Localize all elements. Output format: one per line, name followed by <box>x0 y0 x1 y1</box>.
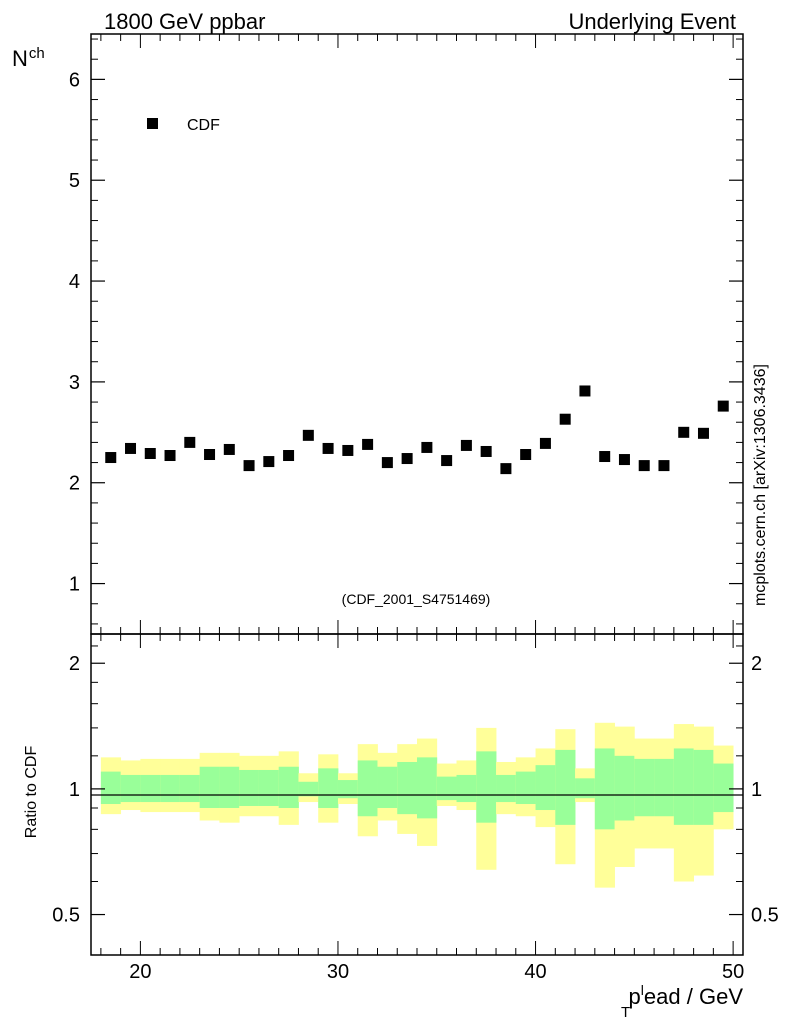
main-y-axis: 1 2 3 4 5 6 <box>69 38 743 625</box>
inner-band-bin <box>120 774 141 803</box>
inner-band-bin <box>535 765 556 811</box>
inner-band-bin <box>397 761 418 815</box>
data-point <box>559 413 571 425</box>
ratio-y-tick-label-right: 0.5 <box>751 905 779 927</box>
inner-band-bin <box>258 769 280 806</box>
inner-band-bin <box>555 749 576 825</box>
data-point <box>697 427 709 439</box>
inner-band-bin <box>100 771 122 805</box>
data-point <box>539 437 551 449</box>
data-point <box>480 445 492 457</box>
data-point <box>500 463 512 475</box>
data-point <box>125 442 137 454</box>
inner-band-bin <box>318 768 339 808</box>
data-point <box>717 400 729 412</box>
data-point <box>421 441 433 453</box>
inner-band-bin <box>456 774 477 803</box>
data-point <box>283 450 295 462</box>
data-point <box>460 439 472 451</box>
inner-band-bin <box>298 781 319 797</box>
data-point <box>184 436 196 448</box>
x-tick-label: 50 <box>722 961 744 983</box>
cdf-series <box>105 385 729 475</box>
data-point <box>618 454 630 466</box>
inner-band-bin <box>337 780 359 799</box>
data-point <box>223 443 235 455</box>
y-tick-label: 6 <box>69 69 80 91</box>
inner-band-bin <box>594 748 615 830</box>
inner-band-bin <box>673 748 695 825</box>
right-title: Underlying Event <box>568 9 736 34</box>
data-point <box>144 447 156 459</box>
inner-band-bin <box>713 763 734 813</box>
data-point <box>164 450 176 462</box>
ratio-y-axis: 0.5 0.5 1 1 2 2 <box>52 645 779 927</box>
data-point <box>263 456 275 468</box>
inner-band-bin <box>278 766 299 808</box>
y-tick-label: 4 <box>69 271 80 293</box>
inner-band-bin <box>634 758 655 817</box>
ratio-y-tick-label-right: 2 <box>751 653 762 675</box>
inner-band-bin <box>476 751 497 823</box>
x-tick-label: 20 <box>129 961 151 983</box>
data-point <box>381 457 393 469</box>
y-axis-label: Nch <box>12 45 45 71</box>
ratio-y-tick-label: 2 <box>69 653 80 675</box>
data-point <box>401 453 413 465</box>
data-point <box>658 460 670 472</box>
data-point <box>599 451 611 463</box>
inner-band-bin <box>417 757 438 819</box>
inner-band-bin <box>219 766 240 808</box>
x-axis-label-subscript: T <box>621 1004 630 1021</box>
inner-band-bin <box>654 758 675 817</box>
ratio-panel: 0.5 0.5 1 1 2 2 20 30 40 50 Ratio to CDF plead /… <box>23 633 779 1021</box>
inner-band-bin <box>515 771 536 805</box>
ratio-y-tick-label: 1 <box>69 779 80 801</box>
data-point <box>302 429 314 441</box>
data-point <box>520 449 532 461</box>
watermark: mcplots.cern.ch [arXiv:1306.3436] <box>752 364 769 606</box>
y-tick-label: 2 <box>69 473 80 495</box>
y-tick-label: 3 <box>69 372 80 394</box>
ratio-bands <box>100 722 734 888</box>
inner-band-bin <box>357 760 378 817</box>
data-point <box>579 385 591 397</box>
inner-band-bin <box>160 774 181 803</box>
inner-band-bin <box>377 766 398 808</box>
inner-band-bin <box>614 755 635 821</box>
inner-band-bin <box>140 774 161 803</box>
data-point <box>204 449 216 461</box>
left-title: 1800 GeV ppbar <box>104 9 265 34</box>
analysis-label: (CDF_2001_S4751469) <box>342 591 491 607</box>
x-axis-label: plead / GeV <box>629 982 744 1009</box>
y-tick-label: 5 <box>69 170 80 192</box>
main-x-ticks <box>100 34 734 634</box>
main-panel: 1 2 3 4 5 6 Nch CDF (CDF_2001_S4751469) <box>12 33 744 635</box>
inner-band-bin <box>199 766 220 808</box>
data-point <box>105 452 117 464</box>
ratio-y-tick-label: 0.5 <box>52 905 80 927</box>
ratio-y-axis-label: Ratio to CDF <box>23 746 40 839</box>
x-tick-label: 30 <box>327 961 349 983</box>
inner-band-bin <box>575 778 596 799</box>
y-tick-label: 1 <box>69 574 80 596</box>
ratio-y-tick-label-right: 1 <box>751 779 762 801</box>
data-point <box>678 426 690 438</box>
inner-band-bin <box>179 774 201 803</box>
inner-band-bin <box>436 776 457 801</box>
inner-band-bin <box>496 774 517 803</box>
data-point <box>638 460 650 472</box>
data-point <box>441 455 453 467</box>
legend-label-cdf: CDF <box>187 117 220 134</box>
data-point <box>342 444 354 456</box>
data-point <box>243 460 255 472</box>
inner-band-bin <box>239 769 260 806</box>
ratio-x-axis: 20 30 40 50 <box>100 634 744 983</box>
x-tick-label: 40 <box>524 961 546 983</box>
legend-marker <box>147 118 158 129</box>
data-point <box>362 438 374 450</box>
inner-band-bin <box>693 749 714 825</box>
data-point <box>322 442 334 454</box>
